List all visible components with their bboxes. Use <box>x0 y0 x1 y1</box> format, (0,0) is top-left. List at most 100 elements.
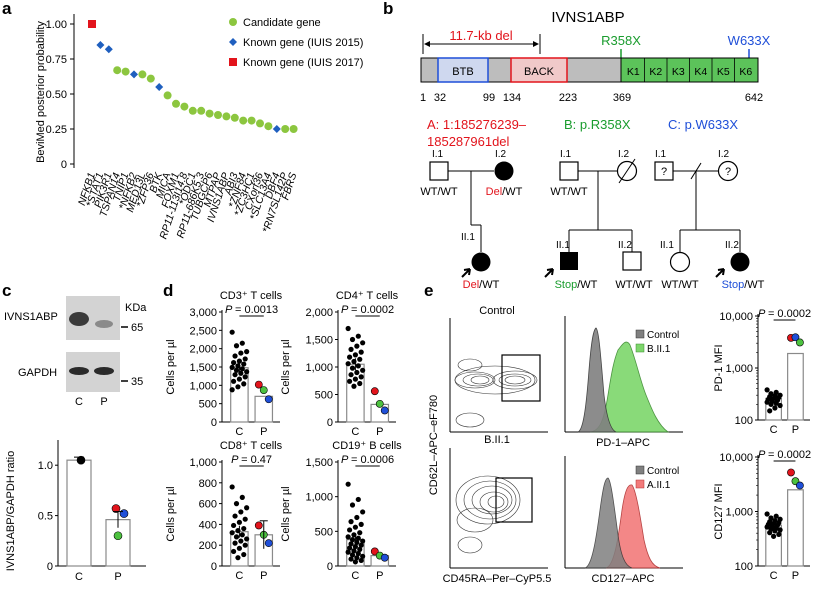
axis-ylabel: CD127 MFI <box>713 483 725 539</box>
p-value: P = 0.0002 <box>758 308 811 320</box>
y-tick-label: 1,000 <box>305 362 333 374</box>
y-tick-label: 1.00 <box>46 19 67 31</box>
chart-title: CD3⁺ T cells <box>220 290 283 302</box>
pedA-ii1-id: II.1 <box>461 232 475 243</box>
family-a-title-2: 185287961del <box>427 134 510 149</box>
point-p <box>119 509 129 518</box>
panel-letter-a: a <box>2 0 12 18</box>
point-control <box>776 531 782 538</box>
point-control <box>764 399 770 405</box>
point-control <box>345 361 351 367</box>
panel-letter-e: e <box>424 281 433 300</box>
point-control <box>355 333 361 339</box>
pedA-i2-symbol <box>494 161 514 181</box>
y-tick-label: 500 <box>315 526 333 538</box>
facs-control-title: Control <box>479 305 514 317</box>
point-control <box>349 502 356 508</box>
point-patient <box>795 338 804 347</box>
point-patient <box>259 386 268 394</box>
legend-marker-candidate <box>229 18 237 26</box>
bar-p <box>787 489 804 567</box>
point-control <box>239 366 245 372</box>
y-tick-label: 3,000 <box>189 307 217 319</box>
x-tick-label: P <box>792 570 799 582</box>
point-control <box>348 346 354 352</box>
point-control <box>347 378 353 384</box>
point-patient <box>787 468 795 477</box>
pedA-ii1-genotype: Del/WT <box>463 279 500 291</box>
position-label: 1 <box>420 92 426 104</box>
point-candidate <box>113 66 122 75</box>
y-tick-label: 1,500 <box>189 362 217 374</box>
point-control <box>349 552 356 558</box>
point-control <box>233 534 240 540</box>
point-control <box>773 400 779 406</box>
pedA-i2-id: I.2 <box>495 149 507 160</box>
legend-label-known-2015: Known gene (IUIS 2015) <box>243 37 363 49</box>
point-candidate <box>180 102 189 111</box>
point-control <box>357 356 363 362</box>
point-control <box>777 402 783 409</box>
axis-ylabel: IVNS1ABP/GAPDH ratio <box>5 451 17 571</box>
pedigree-c: I.1 ? I.2 ? II.1 WT/WT II.2 Stop/WT <box>654 149 765 291</box>
point-candidate <box>205 109 214 118</box>
point-candidate <box>188 106 197 115</box>
hist-cd127-legend-control-swatch <box>635 465 645 475</box>
point-control <box>233 367 240 373</box>
axis-ylabel: Cells per µl <box>280 339 292 394</box>
pedA-i1-genotype: WT/WT <box>420 186 458 198</box>
point-c <box>76 455 86 465</box>
chart-title: CD19⁺ B cells <box>332 440 402 452</box>
point-control <box>241 525 247 532</box>
pedA-i2-genotype: Del/WT <box>486 186 523 198</box>
point-control <box>345 534 351 540</box>
point-control <box>236 519 242 525</box>
x-tick-label: C <box>351 570 359 582</box>
point-candidate <box>239 116 248 125</box>
y-tick-label: 100 <box>735 561 753 573</box>
pedC-i2-id: I.2 <box>718 149 730 160</box>
x-tick-labels: NFKB1*STAT1PIK3R1TSPAN14TNIP1*NFKB2MED13… <box>76 170 299 240</box>
point-control <box>231 378 237 384</box>
point-control <box>768 401 774 407</box>
axis-ylabel: PD-1 MFI <box>713 344 725 391</box>
point-patient <box>380 406 389 415</box>
pedB-i1-symbol <box>559 161 579 181</box>
point-control <box>360 538 366 544</box>
point-control <box>236 545 242 551</box>
x-tick-label: C <box>770 424 778 436</box>
point-control <box>232 540 238 546</box>
hist-pd1-control-curve <box>577 327 617 433</box>
band-gapdh-c <box>69 367 89 375</box>
protein-title: IVNS1ABP <box>551 9 624 26</box>
point-control <box>357 546 363 552</box>
point-control <box>767 408 773 414</box>
point-control <box>777 527 783 533</box>
facs-patient-title: B.II.1 <box>484 434 510 446</box>
point-control <box>355 496 361 503</box>
bar-p <box>787 352 804 421</box>
x-tick-label: P <box>114 571 121 583</box>
p-value: P = 0.0002 <box>758 449 811 461</box>
point-control <box>229 387 235 393</box>
pedB-proband-arrow <box>544 268 554 278</box>
point-control <box>242 516 248 522</box>
point-control <box>239 340 245 346</box>
point-control <box>352 543 358 550</box>
point-control <box>360 509 366 515</box>
histogram-pd1: Control B.II.1 PD-1–APC <box>564 316 683 449</box>
blot-label-ivns1abp: IVNS1ABP <box>4 311 58 323</box>
pedC-ii1-symbol <box>669 251 691 273</box>
hist-pd1-patient-curve <box>589 341 670 433</box>
family-c-title: C: p.W633X <box>668 117 738 132</box>
pedC-i2-mark: ? <box>725 166 731 178</box>
point-candidate <box>264 122 273 131</box>
point-patient <box>264 395 273 404</box>
family-b-title: B: p.R358X <box>564 117 631 132</box>
y-tick-label: 1.0 <box>38 460 53 472</box>
panel-letter-d: d <box>163 281 173 300</box>
kelch-label: K3 <box>672 66 685 78</box>
pedB-i1-id: I.1 <box>560 149 572 160</box>
point-control <box>349 537 356 543</box>
